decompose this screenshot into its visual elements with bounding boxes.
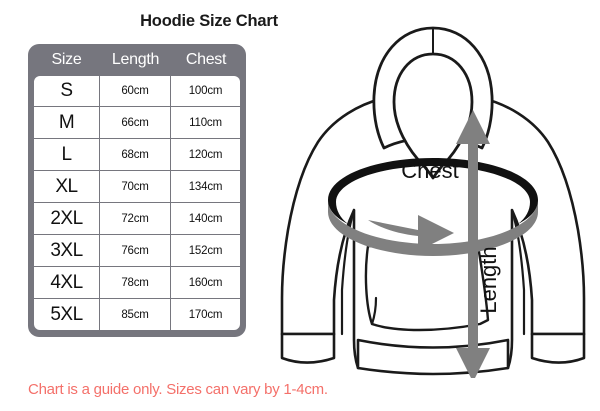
cell-length: 68cm xyxy=(100,139,171,171)
chest-label: Chest xyxy=(401,158,458,183)
length-arrow-icon xyxy=(456,110,490,378)
cell-size: L xyxy=(33,139,100,171)
cell-length: 72cm xyxy=(100,203,171,235)
cell-chest: 152cm xyxy=(171,235,241,267)
cell-size: M xyxy=(33,107,100,139)
column-header-size: Size xyxy=(51,51,82,68)
column-header-chest: Chest xyxy=(185,51,227,68)
hoodie-illustration: Chest Length xyxy=(268,18,598,378)
cell-length: 60cm xyxy=(100,75,171,107)
size-chart-table-container: Size Length Chest S 60cm 100cm M 66cm 11… xyxy=(28,44,246,337)
chest-ring-back-icon xyxy=(328,200,538,256)
cell-size: 3XL xyxy=(33,235,100,267)
size-chart-table: Size Length Chest S 60cm 100cm M 66cm 11… xyxy=(33,48,241,331)
cell-length: 78cm xyxy=(100,267,171,299)
cell-length: 85cm xyxy=(100,299,171,331)
cell-chest: 120cm xyxy=(171,139,241,171)
cell-chest: 134cm xyxy=(171,171,241,203)
cell-chest: 170cm xyxy=(171,299,241,331)
disclaimer-text: Chart is a guide only. Sizes can vary by… xyxy=(28,381,328,398)
chest-arrowhead-icon xyxy=(368,215,454,251)
table-row: XL 70cm 134cm xyxy=(33,171,241,203)
cell-length: 76cm xyxy=(100,235,171,267)
cell-chest: 100cm xyxy=(171,75,241,107)
table-header: Size Length Chest xyxy=(33,48,241,75)
table-row: S 60cm 100cm xyxy=(33,75,241,107)
hood-opening-icon xyxy=(392,52,474,180)
table-row: 4XL 78cm 160cm xyxy=(33,267,241,299)
table-row: M 66cm 110cm xyxy=(33,107,241,139)
page-title: Hoodie Size Chart xyxy=(140,12,278,30)
table-row: L 68cm 120cm xyxy=(33,139,241,171)
cell-length: 70cm xyxy=(100,171,171,203)
table-header-row: Size Length Chest xyxy=(33,48,241,75)
cell-chest: 110cm xyxy=(171,107,241,139)
cell-chest: 140cm xyxy=(171,203,241,235)
table-row: 2XL 72cm 140cm xyxy=(33,203,241,235)
table-row: 3XL 76cm 152cm xyxy=(33,235,241,267)
length-label: Length xyxy=(476,246,501,313)
kangaroo-pocket-icon xyxy=(364,244,490,332)
cell-size: XL xyxy=(33,171,100,203)
cell-size: 4XL xyxy=(33,267,100,299)
cell-chest: 160cm xyxy=(171,267,241,299)
table-row: 5XL 85cm 170cm xyxy=(33,299,241,331)
cell-length: 66cm xyxy=(100,107,171,139)
cell-size: 2XL xyxy=(33,203,100,235)
cell-size: 5XL xyxy=(33,299,100,331)
column-header-length: Length xyxy=(111,51,160,68)
cell-size: S xyxy=(33,75,100,107)
table-body: S 60cm 100cm M 66cm 110cm L 68cm 120cm X… xyxy=(33,75,241,331)
